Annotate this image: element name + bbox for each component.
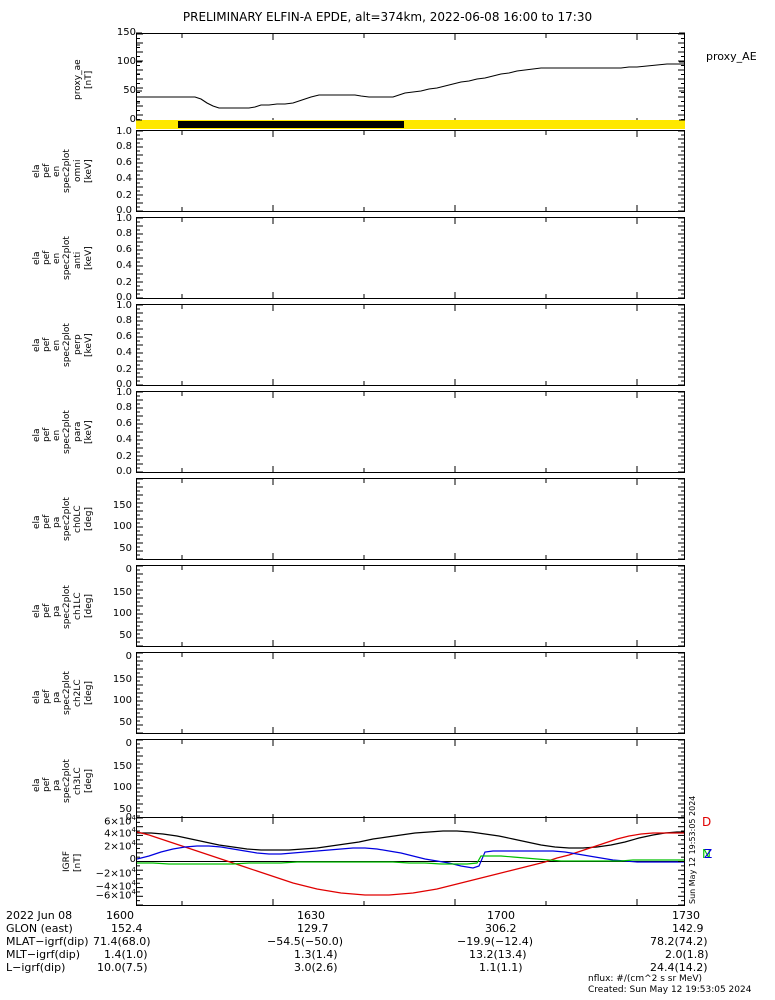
- xaxis-row-glon: GLON (east): [6, 922, 73, 935]
- panel-en-para: [136, 391, 685, 473]
- panel-tick-overlay: [137, 305, 684, 385]
- panel-tick-overlay: [137, 653, 684, 733]
- panel-pa-ch3lc: [136, 739, 685, 821]
- xtick-col4-glon: 142.9: [672, 922, 704, 935]
- panel-tick-overlay: [137, 131, 684, 211]
- xaxis-row-mlt: MLT−igrf(dip): [6, 948, 81, 961]
- xtick-col3-lshell: 1.1(1.1): [479, 961, 523, 974]
- xtick-col4-time: 1730: [672, 909, 700, 922]
- orbit-bar-dark-segment: [178, 121, 404, 128]
- xaxis-row-lshell: L−igrf(dip): [6, 961, 66, 974]
- xtick-col4-mlat: 78.2(74.2): [650, 935, 708, 948]
- panel-tick-overlay: [137, 218, 684, 298]
- panel-en-para-unit: [keV]: [84, 420, 94, 444]
- xaxis-row-date: 2022 Jun 08: [6, 909, 73, 922]
- panel-pa-ch0lc-unit: [deg]: [84, 507, 94, 531]
- creation-timestamp-vertical: Sun May 12 19:53:05 2024: [688, 795, 697, 904]
- panel-en-omni: [136, 130, 685, 212]
- xtick-col2-mlt: 1.3(1.4): [294, 948, 338, 961]
- panel-pa-ch0lc: [136, 478, 685, 560]
- panel-proxy-ae: [136, 33, 685, 125]
- panel-en-perp-unit: [keV]: [84, 333, 94, 357]
- legend-igrf-z: Z: [704, 847, 713, 861]
- panel-en-omni-unit: [keV]: [84, 159, 94, 183]
- xtick-col3-glon: 306.2: [485, 922, 517, 935]
- panel-pa-ch1lc: [136, 565, 685, 647]
- panel-pa-ch2lc-unit: [deg]: [84, 681, 94, 705]
- panel-en-anti: [136, 217, 685, 299]
- panel-tick-overlay: [137, 740, 684, 820]
- igrf-traces: [137, 818, 684, 905]
- xtick-col1-glon: 152.4: [111, 922, 143, 935]
- legend-igrf-d: D: [702, 815, 712, 829]
- panel-tick-overlay: [137, 566, 684, 646]
- xtick-col1-mlt: 1.4(1.0): [104, 948, 148, 961]
- panel-en-anti-unit: [keV]: [84, 246, 94, 270]
- orbit-daynight-bar: [136, 120, 685, 129]
- panel-pa-ch1lc-unit: [deg]: [84, 594, 94, 618]
- panel-pa-ch2lc: [136, 652, 685, 734]
- legend-proxy-ae: proxy_AE: [706, 50, 757, 63]
- panel-tick-overlay: [137, 392, 684, 472]
- proxy-ae-trace: [137, 34, 684, 124]
- xtick-col2-mlat: −54.5(−50.0): [267, 935, 344, 948]
- xtick-col3-mlt: 13.2(13.4): [469, 948, 527, 961]
- panel-igrf: [136, 817, 685, 906]
- xtick-col1-time: 1600: [106, 909, 134, 922]
- xaxis-row-mlat: MLAT−igrf(dip): [6, 935, 89, 948]
- footer-created: Created: Sun May 12 19:53:05 2024: [588, 985, 752, 995]
- page-title: PRELIMINARY ELFIN-A EPDE, alt=374km, 202…: [182, 10, 593, 24]
- xtick-col2-lshell: 3.0(2.6): [294, 961, 338, 974]
- xtick-col1-lshell: 10.0(7.5): [97, 961, 148, 974]
- xtick-col2-time: 1630: [297, 909, 325, 922]
- legend-igrf-n: N: [702, 847, 711, 861]
- panel-tick-overlay: [137, 479, 684, 559]
- xtick-col3-mlat: −19.9(−12.4): [457, 935, 534, 948]
- footer-units: nflux: #/(cm^2 s sr MeV): [588, 974, 702, 984]
- xtick-col4-lshell: 24.4(14.2): [650, 961, 708, 974]
- panel-proxy-ae-yunit: [nT]: [84, 70, 94, 90]
- xtick-col2-glon: 129.7: [297, 922, 329, 935]
- xtick-col1-mlat: 71.4(68.0): [93, 935, 151, 948]
- xtick-col3-time: 1700: [487, 909, 515, 922]
- panel-pa-ch3lc-unit: [deg]: [84, 769, 94, 793]
- panel-en-perp: [136, 304, 685, 386]
- xtick-col4-mlt: 2.0(1.8): [665, 948, 709, 961]
- panel-igrf-yunit: [nT]: [73, 853, 83, 873]
